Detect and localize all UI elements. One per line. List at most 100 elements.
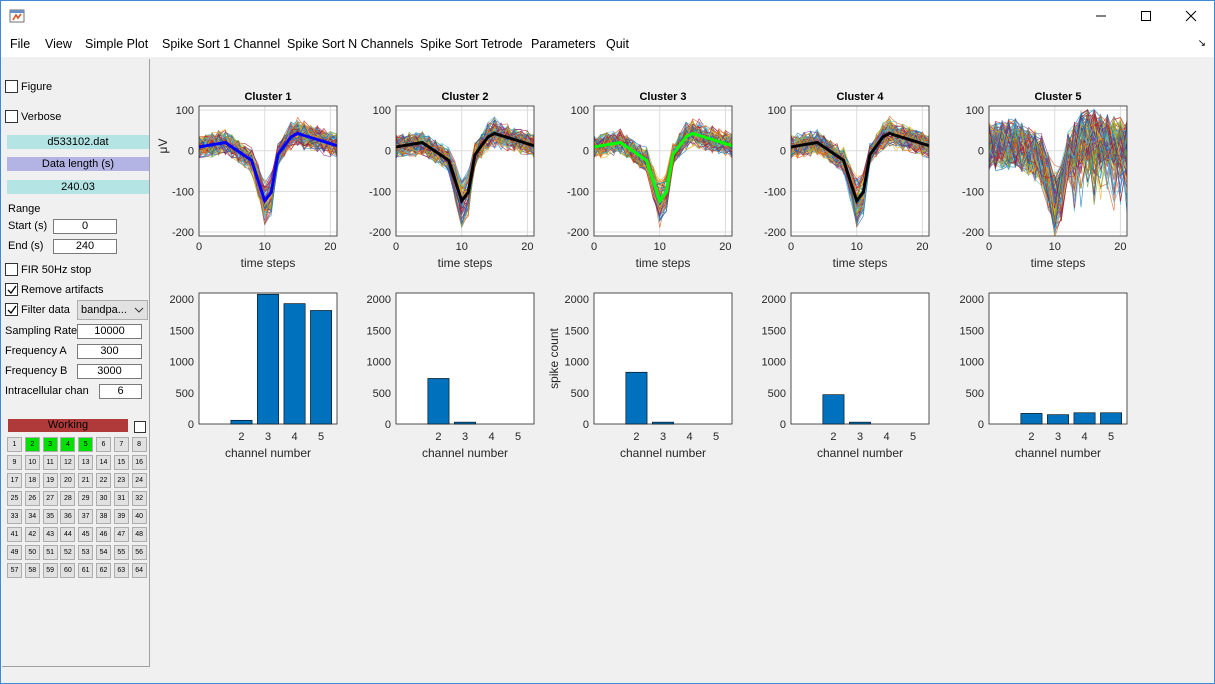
channel-button-32[interactable]: 32 bbox=[131, 491, 147, 506]
channel-button-48[interactable]: 48 bbox=[131, 527, 147, 542]
fir-checkbox[interactable] bbox=[5, 263, 18, 276]
channel-button-10[interactable]: 10 bbox=[24, 455, 40, 470]
x-tick-label: 3 bbox=[265, 431, 271, 443]
channel-button-17[interactable]: 17 bbox=[7, 473, 22, 488]
filter-type-select[interactable]: bandpa... bbox=[77, 300, 148, 320]
frequency-a-input[interactable]: 300 bbox=[77, 344, 142, 359]
channel-button-7[interactable]: 7 bbox=[113, 437, 129, 452]
channel-button-47[interactable]: 47 bbox=[113, 527, 129, 542]
channel-button-51[interactable]: 51 bbox=[42, 545, 58, 560]
channel-button-49[interactable]: 49 bbox=[7, 545, 22, 560]
channel-button-39[interactable]: 39 bbox=[113, 509, 129, 524]
x-tick-label: 2 bbox=[238, 431, 244, 443]
channel-button-22[interactable]: 22 bbox=[96, 473, 111, 488]
channel-button-2[interactable]: 2 bbox=[24, 437, 40, 452]
mean-waveform bbox=[791, 131, 929, 204]
menu-simple-plot[interactable]: Simple Plot bbox=[85, 37, 149, 51]
channel-button-30[interactable]: 30 bbox=[96, 491, 111, 506]
channel-button-16[interactable]: 16 bbox=[131, 455, 147, 470]
channel-button-43[interactable]: 43 bbox=[42, 527, 58, 542]
channel-button-25[interactable]: 25 bbox=[7, 491, 22, 506]
channel-button-62[interactable]: 62 bbox=[96, 563, 111, 578]
channel-button-54[interactable]: 54 bbox=[96, 545, 111, 560]
menu-view[interactable]: View bbox=[45, 37, 72, 51]
channel-button-42[interactable]: 42 bbox=[24, 527, 40, 542]
channel-button-63[interactable]: 63 bbox=[113, 563, 129, 578]
channel-button-45[interactable]: 45 bbox=[78, 527, 94, 542]
channel-button-29[interactable]: 29 bbox=[78, 491, 94, 506]
channel-button-1[interactable]: 1 bbox=[7, 437, 22, 452]
menu-spike-sort-tetrode[interactable]: Spike Sort Tetrode bbox=[420, 37, 523, 51]
channel-button-23[interactable]: 23 bbox=[113, 473, 129, 488]
channel-button-24[interactable]: 24 bbox=[131, 473, 147, 488]
channel-button-40[interactable]: 40 bbox=[131, 509, 147, 524]
start-input[interactable]: 0 bbox=[53, 219, 117, 234]
channel-button-55[interactable]: 55 bbox=[113, 545, 129, 560]
channel-button-26[interactable]: 26 bbox=[24, 491, 40, 506]
channel-button-20[interactable]: 20 bbox=[60, 473, 76, 488]
channel-button-19[interactable]: 19 bbox=[42, 473, 58, 488]
channel-button-56[interactable]: 56 bbox=[131, 545, 147, 560]
channel-button-57[interactable]: 57 bbox=[7, 563, 22, 578]
channel-button-61[interactable]: 61 bbox=[78, 563, 94, 578]
spike-count-chart-2: 2 3 4 5 2000 1500 1000 500 0 channel number bbox=[367, 292, 535, 460]
end-input[interactable]: 240 bbox=[53, 239, 117, 254]
channel-button-9[interactable]: 9 bbox=[7, 455, 22, 470]
minimize-button[interactable] bbox=[1078, 1, 1124, 31]
channel-button-21[interactable]: 21 bbox=[78, 473, 94, 488]
y-tick-label: 1500 bbox=[960, 325, 984, 337]
intracellular-chan-input[interactable]: 6 bbox=[99, 384, 142, 399]
channel-button-44[interactable]: 44 bbox=[60, 527, 76, 542]
channel-button-60[interactable]: 60 bbox=[60, 563, 76, 578]
close-button[interactable] bbox=[1168, 1, 1214, 31]
channel-button-5[interactable]: 5 bbox=[78, 437, 94, 452]
channel-button-37[interactable]: 37 bbox=[78, 509, 94, 524]
menu-quit[interactable]: Quit bbox=[606, 37, 629, 51]
channel-button-64[interactable]: 64 bbox=[131, 563, 147, 578]
menu-parameters[interactable]: Parameters bbox=[531, 37, 596, 51]
channel-button-28[interactable]: 28 bbox=[60, 491, 76, 506]
channel-button-18[interactable]: 18 bbox=[24, 473, 40, 488]
channel-button-53[interactable]: 53 bbox=[78, 545, 94, 560]
menu-file[interactable]: File bbox=[10, 37, 31, 51]
channel-button-36[interactable]: 36 bbox=[60, 509, 76, 524]
menu-spike-sort-n-channels[interactable]: Spike Sort N Channels bbox=[287, 37, 414, 51]
channel-button-52[interactable]: 52 bbox=[60, 545, 76, 560]
working-checkbox[interactable] bbox=[134, 421, 146, 433]
frequency-a-label: Frequency A bbox=[5, 345, 67, 357]
channel-button-50[interactable]: 50 bbox=[24, 545, 40, 560]
channel-button-8[interactable]: 8 bbox=[131, 437, 147, 452]
toolbar-toggle-icon[interactable]: ↘ bbox=[1197, 38, 1206, 49]
remove-artifacts-checkbox[interactable] bbox=[5, 283, 18, 296]
x-tick-label: 10 bbox=[1049, 241, 1061, 253]
channel-button-59[interactable]: 59 bbox=[42, 563, 58, 578]
channel-button-13[interactable]: 13 bbox=[78, 455, 94, 470]
y-tick-label: -200 bbox=[567, 227, 589, 239]
maximize-button[interactable] bbox=[1123, 1, 1169, 31]
channel-button-4[interactable]: 4 bbox=[60, 437, 76, 452]
channel-button-46[interactable]: 46 bbox=[96, 527, 111, 542]
channel-button-6[interactable]: 6 bbox=[96, 437, 111, 452]
sampling-rate-input[interactable]: 10000 bbox=[77, 324, 142, 339]
frequency-b-input[interactable]: 3000 bbox=[77, 364, 142, 379]
channel-button-14[interactable]: 14 bbox=[96, 455, 111, 470]
channel-button-15[interactable]: 15 bbox=[113, 455, 129, 470]
y-axis-label: μV bbox=[156, 139, 170, 154]
y-tick-label: 100 bbox=[373, 105, 391, 117]
channel-button-3[interactable]: 3 bbox=[42, 437, 58, 452]
figure-checkbox[interactable] bbox=[5, 80, 18, 93]
menu-spike-sort-1-channel[interactable]: Spike Sort 1 Channel bbox=[162, 37, 281, 51]
channel-button-12[interactable]: 12 bbox=[60, 455, 76, 470]
channel-button-58[interactable]: 58 bbox=[24, 563, 40, 578]
channel-button-35[interactable]: 35 bbox=[42, 509, 58, 524]
verbose-checkbox[interactable] bbox=[5, 110, 18, 123]
filter-data-checkbox[interactable] bbox=[5, 303, 18, 316]
channel-button-27[interactable]: 27 bbox=[42, 491, 58, 506]
channel-button-38[interactable]: 38 bbox=[96, 509, 111, 524]
y-tick-label: 100 bbox=[966, 105, 984, 117]
channel-button-11[interactable]: 11 bbox=[42, 455, 58, 470]
channel-button-41[interactable]: 41 bbox=[7, 527, 22, 542]
channel-button-34[interactable]: 34 bbox=[24, 509, 40, 524]
channel-button-33[interactable]: 33 bbox=[7, 509, 22, 524]
channel-button-31[interactable]: 31 bbox=[113, 491, 129, 506]
